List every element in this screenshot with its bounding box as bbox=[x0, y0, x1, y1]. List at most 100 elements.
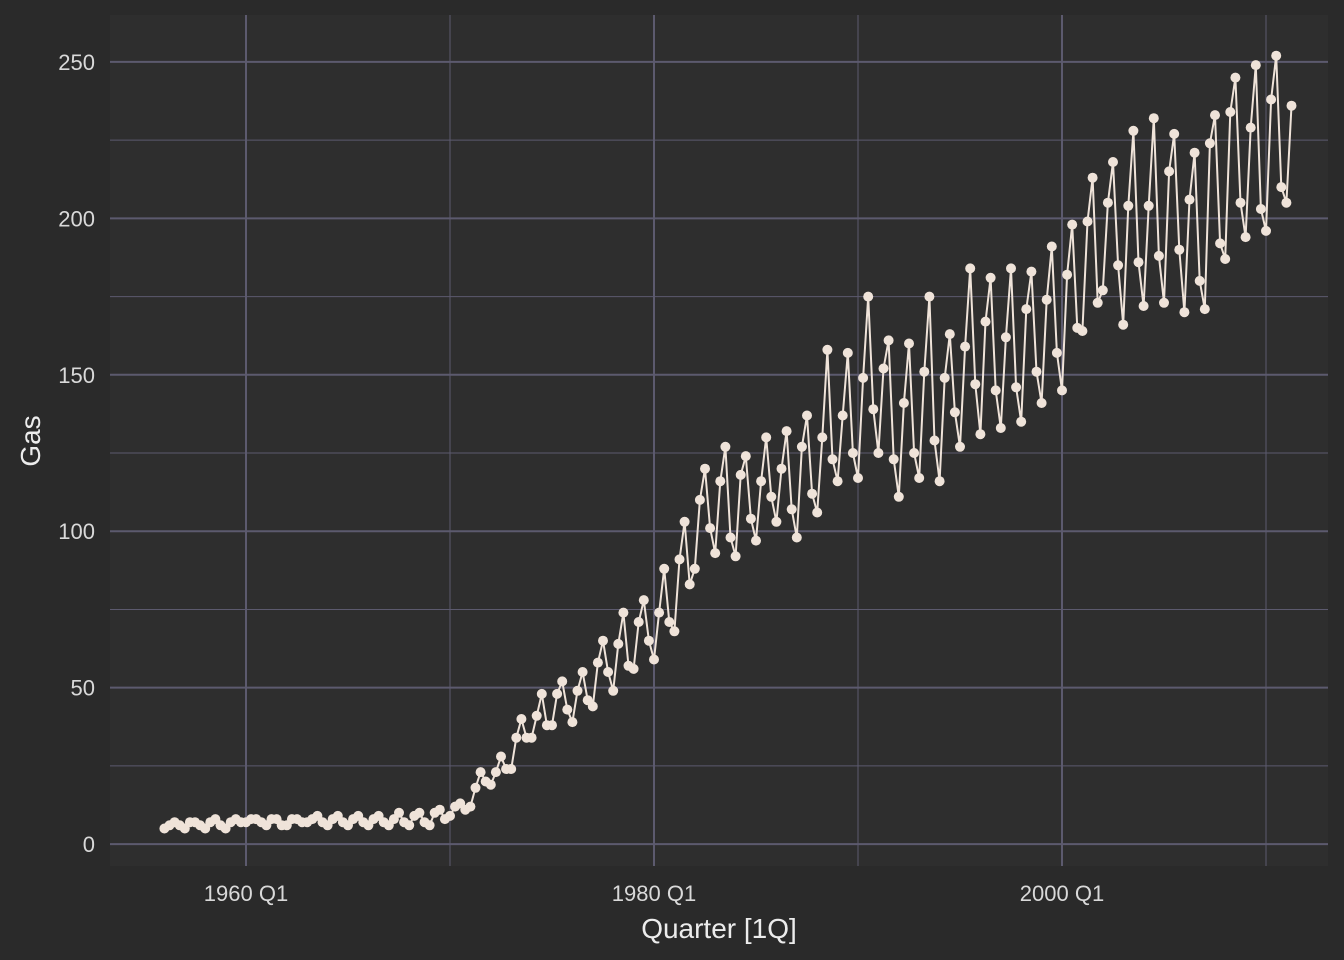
data-point bbox=[735, 469, 746, 480]
data-point bbox=[745, 513, 756, 524]
data-point bbox=[893, 491, 904, 502]
data-point bbox=[934, 476, 945, 487]
data-point bbox=[725, 532, 736, 543]
data-point bbox=[475, 767, 486, 778]
data-point bbox=[490, 767, 501, 778]
data-point bbox=[562, 704, 573, 715]
data-point bbox=[684, 579, 695, 590]
data-point bbox=[424, 820, 435, 831]
data-point bbox=[1240, 232, 1251, 243]
data-point bbox=[1255, 204, 1266, 214]
data-point bbox=[919, 366, 930, 377]
data-point bbox=[628, 663, 639, 674]
data-point bbox=[1128, 125, 1139, 136]
data-point bbox=[1062, 269, 1073, 280]
data-point bbox=[985, 272, 996, 283]
data-point bbox=[654, 607, 665, 618]
data-point bbox=[1250, 60, 1261, 71]
data-point bbox=[776, 463, 787, 474]
data-point bbox=[1011, 382, 1022, 393]
data-point bbox=[1077, 326, 1088, 336]
plot-panel bbox=[110, 15, 1328, 866]
data-point bbox=[414, 807, 425, 818]
data-point bbox=[1204, 138, 1215, 149]
data-point bbox=[970, 379, 981, 390]
data-point bbox=[761, 432, 772, 443]
x-tick-label: 1960 Q1 bbox=[204, 881, 288, 906]
data-point bbox=[939, 372, 950, 383]
data-point bbox=[995, 423, 1006, 433]
data-point bbox=[904, 338, 914, 349]
data-point bbox=[822, 344, 833, 355]
data-point bbox=[715, 476, 726, 487]
data-point bbox=[1138, 301, 1149, 311]
data-point bbox=[837, 410, 848, 421]
y-axis-title: Gas bbox=[15, 415, 46, 466]
data-point bbox=[1159, 297, 1169, 308]
data-point bbox=[766, 491, 777, 502]
data-point bbox=[817, 432, 828, 443]
data-point bbox=[888, 454, 899, 465]
data-point bbox=[1118, 319, 1129, 330]
data-point bbox=[496, 751, 506, 762]
data-point bbox=[807, 488, 818, 499]
data-point bbox=[649, 654, 659, 665]
data-point bbox=[827, 454, 838, 465]
data-point bbox=[1016, 416, 1027, 427]
data-point bbox=[1174, 244, 1185, 255]
data-point bbox=[1113, 260, 1124, 271]
data-point bbox=[700, 463, 710, 474]
x-tick-label: 2000 Q1 bbox=[1020, 881, 1104, 906]
data-point bbox=[1067, 219, 1078, 230]
data-point bbox=[771, 516, 782, 527]
data-point bbox=[1051, 347, 1062, 358]
data-point bbox=[465, 801, 476, 812]
data-point bbox=[929, 435, 940, 446]
data-point bbox=[883, 335, 894, 346]
y-tick-label: 50 bbox=[71, 676, 95, 701]
data-point bbox=[1036, 398, 1047, 408]
data-point bbox=[756, 476, 767, 487]
data-point bbox=[552, 688, 563, 699]
data-point bbox=[577, 667, 588, 677]
data-point bbox=[1220, 254, 1231, 264]
data-point bbox=[705, 523, 716, 534]
data-point bbox=[740, 451, 751, 462]
data-point bbox=[547, 720, 557, 731]
data-point bbox=[1057, 385, 1067, 396]
data-point bbox=[1006, 263, 1016, 274]
y-tick-label: 0 bbox=[83, 832, 95, 857]
data-point bbox=[868, 404, 879, 415]
data-point bbox=[1281, 197, 1292, 208]
x-axis-tick-labels: 1960 Q1 1980 Q1 2000 Q1 bbox=[204, 881, 1104, 906]
data-point bbox=[832, 476, 843, 487]
data-point bbox=[694, 494, 705, 505]
data-point bbox=[1087, 172, 1098, 183]
data-point bbox=[618, 607, 629, 618]
data-point bbox=[557, 676, 568, 687]
data-point bbox=[796, 441, 807, 452]
data-point bbox=[1266, 94, 1277, 105]
data-point bbox=[689, 563, 700, 574]
data-point bbox=[598, 635, 608, 646]
data-series bbox=[159, 50, 1297, 834]
data-point bbox=[720, 441, 731, 452]
data-point bbox=[1179, 307, 1190, 318]
data-point bbox=[1133, 257, 1144, 268]
data-point bbox=[1092, 297, 1103, 308]
data-point bbox=[470, 782, 481, 793]
data-point bbox=[633, 617, 644, 627]
data-point bbox=[1184, 194, 1195, 205]
data-point bbox=[898, 398, 909, 408]
data-point bbox=[955, 441, 965, 452]
data-point bbox=[949, 407, 960, 418]
data-point bbox=[960, 341, 971, 352]
data-point bbox=[1153, 250, 1164, 261]
data-point bbox=[878, 363, 889, 374]
data-point bbox=[536, 688, 547, 699]
data-point bbox=[914, 473, 925, 483]
data-point bbox=[1082, 216, 1093, 227]
data-point bbox=[613, 638, 624, 649]
data-point bbox=[531, 710, 542, 721]
data-point bbox=[802, 410, 812, 421]
